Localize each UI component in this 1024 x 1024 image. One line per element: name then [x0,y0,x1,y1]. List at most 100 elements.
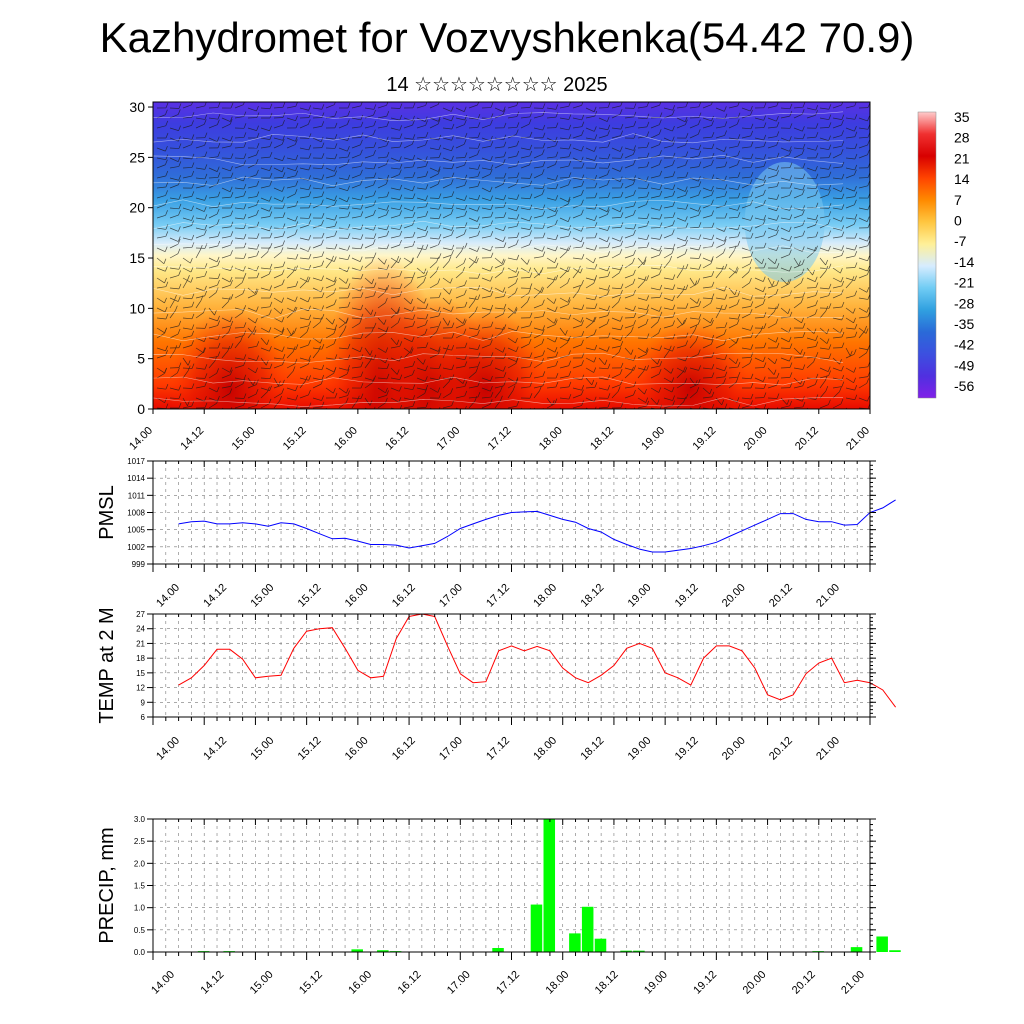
colorbar-label: -21 [954,275,974,291]
heatmap-y-tick-label: 0 [137,401,145,417]
heatmap-x-tick-label: 15.12 [281,425,309,453]
temp-y-axis-label: TEMP at 2 M [96,607,118,723]
pmsl-y-tick-label: 1014 [127,474,145,483]
colorbar-label: -56 [954,378,974,394]
heatmap-x-tick-label: 17.00 [434,425,462,453]
pmsl-y-tick-label: 1011 [128,491,146,500]
pmsl-x-tick-label: 18.00 [531,582,559,610]
pmsl-x-tick-label: 20.12 [767,582,795,610]
colorbar [917,111,937,399]
heatmap-x-tick-label: 14.12 [178,425,206,453]
precip-x-tick-label: 18.12 [593,969,621,997]
precip-bar [581,906,594,952]
precip-x-tick-label: 14.00 [149,969,177,997]
colorbar-label: -28 [954,295,974,311]
heatmap-y-tick-label: 5 [137,351,145,367]
temp-x-tick-label: 20.00 [720,735,748,763]
precip-y-tick-label: 1.5 [134,882,146,891]
precip-y-tick-label: 0.0 [134,948,146,957]
precip-x-tick-label: 20.12 [790,969,818,997]
heatmap-y-tick-label: 30 [129,99,145,115]
colorbar-label: 14 [954,171,970,187]
precip-x-tick-label: 16.12 [396,969,424,997]
temp-y-tick-label: 6 [141,713,146,722]
temp-y-tick-label: 12 [136,684,145,693]
pmsl-series-line [178,499,896,553]
precip-bar [889,950,901,952]
heatmap-x-tick-label: 19.12 [691,425,719,453]
colorbar-label: 35 [954,109,970,125]
heatmap-x-tick-label: 15.00 [230,425,258,453]
colorbar-label: -7 [954,233,967,249]
temp-x-tick-label: 17.00 [437,735,465,763]
precip-x-tick-label: 15.00 [248,969,276,997]
temp-panel: 6 9 12 15 18 21 24 27 TEMP at 2 M [96,607,897,725]
precip-bar [876,936,888,952]
pmsl-x-tick-label: 20.00 [720,582,748,610]
precip-bar [492,948,504,952]
pmsl-y-tick-label: 1005 [127,526,145,535]
precip-y-tick-label: 0.5 [134,926,146,935]
pmsl-x-tick-label: 14.00 [154,582,182,610]
temp-x-tick-label: 14.12 [201,735,229,763]
precip-x-tick-label: 17.12 [494,969,522,997]
temp-x-tick-label: 20.12 [767,735,795,763]
wind-barbs [156,102,870,409]
heatmap-y-tick-label: 25 [129,149,145,165]
pmsl-x-tick-label: 15.00 [248,582,276,610]
precip-x-tick-label: 20.00 [741,969,769,997]
heatmap-x-tick-label: 20.12 [793,425,821,453]
precip-x-tick-label: 19.12 [691,969,719,997]
precip-bar [850,947,863,952]
colorbar-label: 0 [954,213,962,229]
temp-x-tick-label: 19.00 [626,735,654,763]
precip-x-tick-label: 15.12 [297,969,325,997]
chart-subtitle: 14 ☆☆☆☆☆☆☆☆ 2025 [386,74,608,96]
precip-y-axis-label: PRECIP, mm [96,827,118,943]
colorbar-label: -35 [954,316,974,332]
pmsl-x-tick-label: 14.12 [201,582,229,610]
precip-y-tick-label: 2.5 [134,837,146,846]
colorbar-label: -42 [954,337,974,353]
pmsl-x-tick-label: 15.12 [296,582,324,610]
temp-x-tick-label: 18.12 [578,735,606,763]
pmsl-x-tick-label: 16.12 [390,582,418,610]
temp-y-tick-label: 27 [136,610,145,619]
precip-x-tick-label: 17.00 [445,969,473,997]
heatmap-x-tick-label: 19.00 [639,425,667,453]
temp-x-tick-label: 14.00 [154,735,182,763]
pmsl-x-tick-label: 18.12 [578,582,606,610]
colorbar-label: 7 [954,192,962,208]
colorbar-label: -14 [954,254,974,270]
heatmap-x-tick-label: 20.00 [742,425,770,453]
chart-title: Kazhydromet for Vozvyshkenka(54.42 70.9) [99,14,915,61]
heatmap-y-tick-label: 15 [129,250,145,266]
colorbar-label: 28 [954,130,970,146]
precip-bar [543,819,556,952]
pmsl-x-tick-label: 19.00 [626,582,654,610]
precip-bar [530,904,543,952]
temp-x-tick-label: 15.12 [296,735,324,763]
heatmap-field [153,102,870,409]
warm-core [630,322,751,409]
temp-y-tick-label: 24 [136,625,145,634]
precip-y-tick-label: 3.0 [134,815,146,824]
temp-y-tick-label: 9 [141,698,146,707]
contour-lines [153,111,844,407]
temp-x-tick-label: 17.12 [484,735,512,763]
precip-x-tick-label: 18.00 [543,969,571,997]
temp-x-tick-label: 19.12 [673,735,701,763]
precip-bar [620,950,632,952]
colorbar-label: 21 [954,150,970,166]
temp-y-tick-label: 18 [136,654,145,663]
heatmap-x-tick-label: 14.00 [127,425,155,453]
pmsl-y-tick-label: 1002 [127,543,145,552]
pmsl-x-tick-label: 16.00 [343,582,371,610]
heatmap-x-tick-label: 17.12 [486,425,514,453]
precip-panel: 0.0 0.5 1.0 1.5 2.0 2.5 3.0 PRECIP, mm [96,815,901,960]
pmsl-x-tick-label: 19.12 [673,582,701,610]
precip-x-tick-label: 21.00 [839,969,867,997]
heatmap-x-tick-label: 16.00 [332,425,360,453]
precip-bar [633,950,645,952]
